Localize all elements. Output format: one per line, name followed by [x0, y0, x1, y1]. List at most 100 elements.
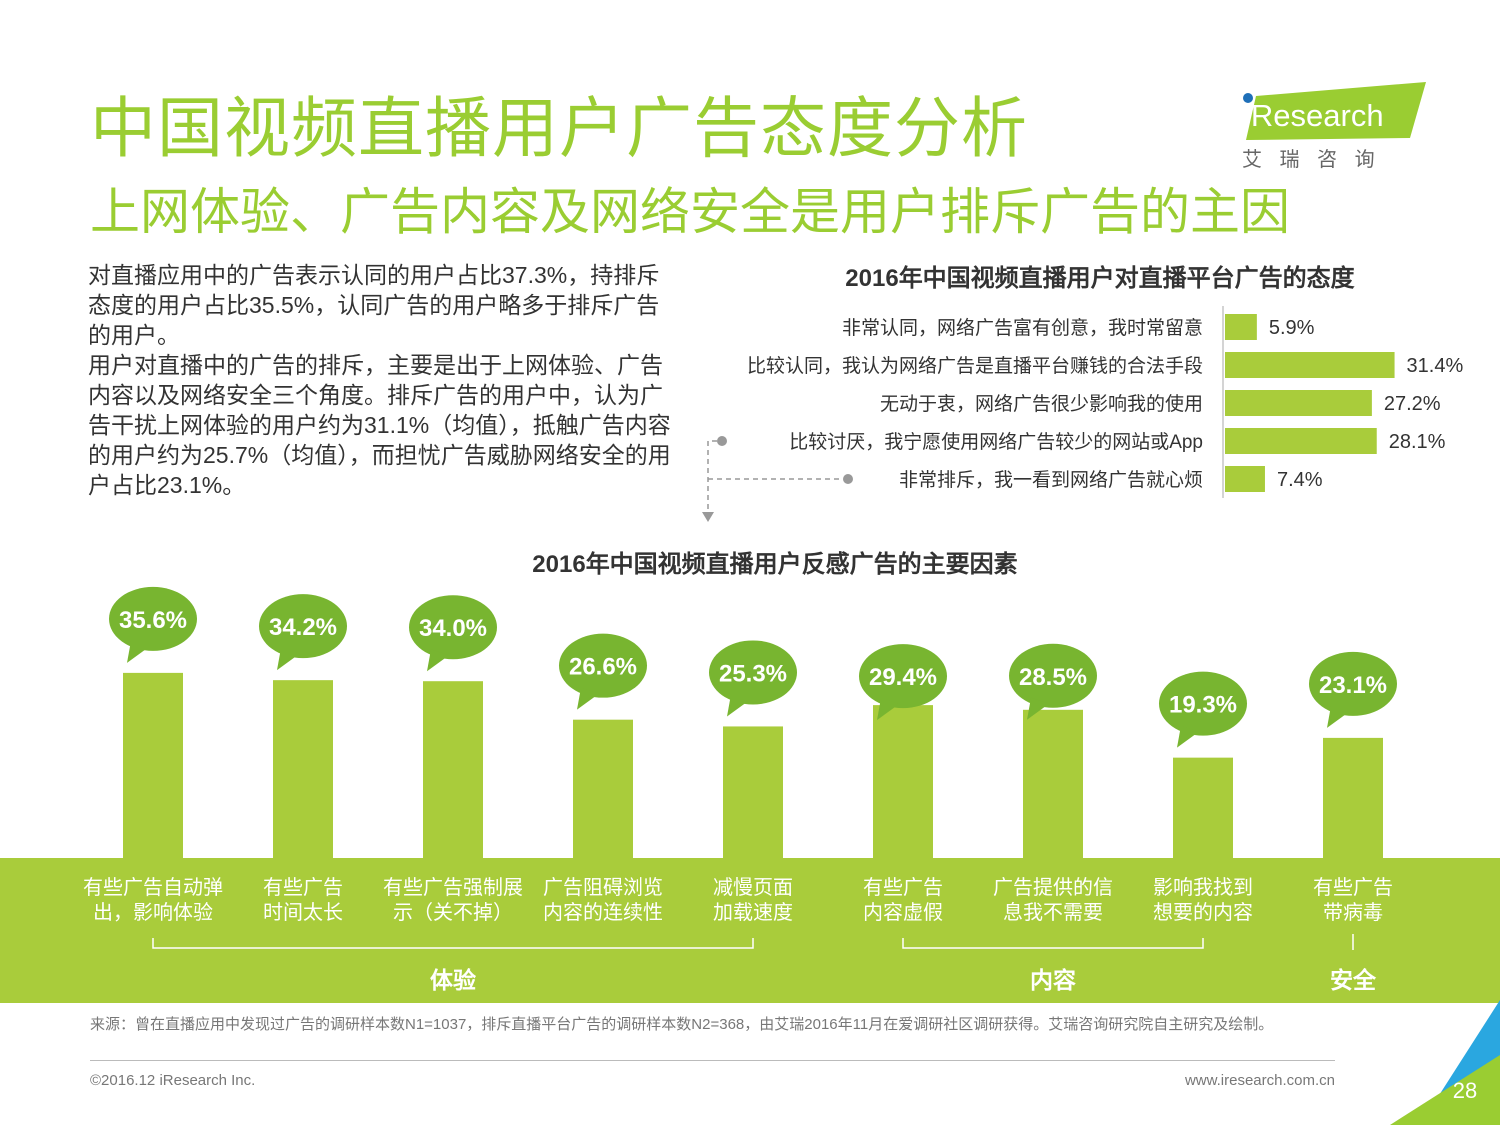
factor-bar [873, 705, 933, 858]
connector-dot [843, 474, 853, 484]
iresearch-logo: iResearch 艾 瑞 咨 询 [1242, 82, 1426, 171]
factor-value-label: 23.1% [1319, 672, 1387, 699]
value-bubble [1009, 643, 1097, 708]
category-band [0, 858, 1500, 1003]
attitude-value-label: 31.4% [1407, 355, 1464, 377]
logo-text: iResearch [1244, 98, 1384, 133]
factor-category-label: 有些广告自动弹 [83, 876, 223, 899]
bubble-tail [727, 694, 749, 717]
bubble-tail [1327, 705, 1349, 728]
attitude-bar [1225, 466, 1265, 492]
factor-category-label: 加载速度 [713, 901, 793, 924]
bubble-tail [577, 687, 599, 710]
factor-value-label: 19.3% [1169, 692, 1237, 719]
value-bubble [409, 595, 497, 660]
bubble-tail [1027, 697, 1049, 720]
factors-chart-title: 2016年中国视频直播用户反感广告的主要因素 [532, 551, 1018, 578]
factor-bar [1323, 737, 1383, 858]
website-text: www.iresearch.com.cn [1184, 1072, 1335, 1089]
logo-badge [1246, 82, 1426, 140]
factor-category-label: 有些广告 [1313, 876, 1393, 899]
group-label: 体验 [430, 967, 476, 993]
value-bubble [259, 594, 347, 659]
factor-value-label: 28.5% [1019, 664, 1087, 691]
page-number: 28 [1452, 1078, 1478, 1103]
factor-value-label: 34.0% [419, 615, 487, 642]
corner-triangle-green [1390, 1055, 1500, 1125]
value-bubble [709, 640, 797, 705]
bubble-tail [427, 649, 449, 672]
connector-dot [717, 436, 727, 446]
value-bubble [859, 644, 947, 709]
value-bubble [1159, 671, 1247, 736]
attitude-chart: 非常认同，网络广告富有创意，我时常留意 5.9% 比较认同，我认为网络广告是直播平台… [702, 306, 1464, 522]
connector-line [707, 440, 843, 515]
logo-dot [1243, 93, 1253, 103]
factor-category-label: 有些广告 [263, 876, 343, 899]
page-subtitle: 上网体验、广告内容及网络安全是用户排斥广告的主因 [90, 184, 1290, 240]
attitude-value-label: 28.1% [1389, 431, 1446, 453]
factor-value-label: 35.6% [119, 607, 187, 634]
group-bracket [902, 938, 1204, 949]
factor-category-label: 广告阻碍浏览 [543, 876, 663, 899]
attitude-bar [1225, 428, 1377, 454]
factor-category-label: 内容的连续性 [543, 901, 663, 924]
attitude-bar [1225, 390, 1372, 416]
group-label: 安全 [1330, 967, 1377, 993]
group-label: 内容 [1030, 967, 1076, 993]
factor-category-label: 出，影响体验 [93, 901, 213, 924]
value-bubble [109, 586, 197, 651]
factor-bar [123, 672, 183, 858]
attitude-value-label: 27.2% [1384, 393, 1441, 415]
value-bubble [559, 633, 647, 698]
bubble-tail [277, 648, 299, 671]
attitude-category-label: 非常排斥，我一看到网络广告就心烦 [899, 469, 1203, 491]
attitude-value-label: 5.9% [1269, 317, 1315, 339]
attitude-value-label: 7.4% [1277, 469, 1323, 491]
factor-bar [1173, 757, 1233, 858]
summary-paragraph-2: 用户对直播中的广告的排斥，主要是出于上网体验、广告内容以及网络安全三个角度。排斥… [88, 352, 671, 498]
bubble-tail [127, 640, 149, 663]
corner-decoration [1390, 1000, 1500, 1125]
summary-paragraph-1: 对直播应用中的广告表示认同的用户占比37.3%，持排斥态度的用户占比35.5%，… [88, 262, 660, 348]
factor-category-label: 时间太长 [263, 901, 343, 924]
attitude-bar [1225, 314, 1257, 340]
attitude-bar [1225, 352, 1395, 378]
summary-text: 对直播应用中的广告表示认同的用户占比37.3%，持排斥态度的用户占比35.5%，… [88, 260, 673, 500]
factor-bar [723, 726, 783, 858]
factor-value-label: 34.2% [269, 614, 337, 641]
logo-cn-text: 艾 瑞 咨 询 [1242, 148, 1381, 171]
factor-category-label: 息我不需要 [1003, 901, 1103, 924]
bubble-tail [877, 698, 899, 721]
factor-category-label: 有些广告 [863, 876, 943, 899]
attitude-chart-title: 2016年中国视频直播用户对直播平台广告的态度 [845, 265, 1355, 292]
factor-bar [1023, 709, 1083, 858]
factor-category-label: 有些广告强制展 [383, 876, 523, 899]
attitude-category-label: 比较讨厌，我宁愿使用网络广告较少的网站或App [789, 431, 1203, 453]
factor-category-label: 影响我找到 [1153, 876, 1253, 899]
factor-category-label: 想要的内容 [1153, 901, 1253, 924]
group-bracket [152, 938, 754, 949]
footer-divider [90, 1060, 1335, 1061]
factor-category-label: 广告提供的信 [993, 876, 1113, 899]
factor-category-label: 减慢页面 [713, 876, 793, 899]
factor-bar [423, 681, 483, 858]
value-bubble [1309, 651, 1397, 716]
factor-bar [273, 680, 333, 858]
copyright-text: ©2016.12 iResearch Inc. [90, 1072, 256, 1089]
factor-category-label: 内容虚假 [863, 901, 943, 924]
factor-category-label: 带病毒 [1323, 901, 1383, 924]
connector-arrow-icon [702, 512, 714, 522]
attitude-category-label: 非常认同，网络广告富有创意，我时常留意 [842, 317, 1203, 339]
factor-bar [573, 719, 633, 858]
factor-value-label: 25.3% [719, 660, 787, 687]
attitude-category-label: 无动于衷，网络广告很少影响我的使用 [880, 393, 1203, 415]
factor-value-label: 29.4% [869, 664, 937, 691]
bubble-tail [1177, 725, 1199, 748]
factor-value-label: 26.6% [569, 654, 637, 681]
factors-chart: 35.6%有些广告自动弹出，影响体验34.2%有些广告时间太长34.0%有些广告… [0, 586, 1500, 1003]
source-note: 来源：曾在直播应用中发现过广告的调研样本数N1=1037，排斥直播平台广告的调研… [90, 1016, 1274, 1033]
attitude-category-label: 比较认同，我认为网络广告是直播平台赚钱的合法手段 [747, 355, 1203, 377]
factor-category-label: 示（关不掉） [393, 901, 513, 924]
page-title: 中国视频直播用户广告态度分析 [90, 91, 1028, 165]
